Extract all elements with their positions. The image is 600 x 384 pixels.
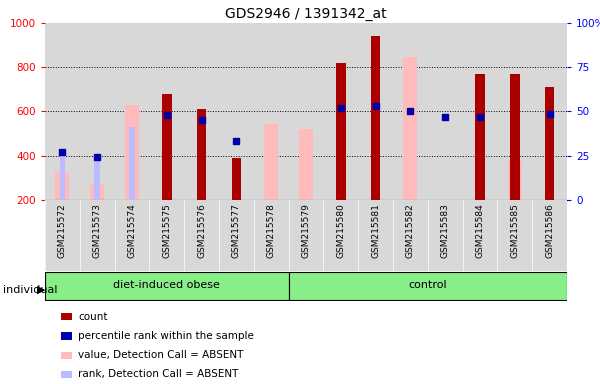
Bar	[497, 200, 532, 271]
Bar	[289, 272, 567, 300]
Bar	[428, 23, 463, 200]
Bar	[61, 351, 72, 359]
Text: GSM215576: GSM215576	[197, 203, 206, 258]
Text: percentile rank within the sample: percentile rank within the sample	[78, 331, 254, 341]
Bar	[336, 63, 346, 200]
Bar	[254, 200, 289, 271]
Title: GDS2946 / 1391342_at: GDS2946 / 1391342_at	[225, 7, 387, 21]
Bar	[55, 172, 70, 200]
Text: GSM215586: GSM215586	[545, 203, 554, 258]
Bar	[545, 87, 554, 200]
Text: GSM215574: GSM215574	[128, 203, 137, 258]
Bar	[323, 23, 358, 200]
Bar	[358, 23, 393, 200]
Bar	[115, 23, 149, 200]
Bar	[184, 23, 219, 200]
Bar	[393, 23, 428, 200]
Bar	[497, 23, 532, 200]
Text: ▶: ▶	[37, 285, 45, 295]
Bar	[45, 23, 80, 200]
Bar	[299, 129, 313, 200]
Bar	[149, 200, 184, 271]
Bar	[59, 152, 65, 200]
Bar	[125, 105, 139, 200]
Bar	[508, 161, 522, 200]
Text: individual: individual	[3, 285, 58, 295]
Text: GSM215575: GSM215575	[162, 203, 172, 258]
Bar	[61, 313, 72, 321]
Bar	[403, 57, 418, 200]
Bar	[219, 200, 254, 271]
Bar	[80, 200, 115, 271]
Text: GSM215580: GSM215580	[336, 203, 346, 258]
Bar	[61, 332, 72, 340]
Bar	[428, 200, 463, 271]
Bar	[184, 200, 219, 271]
Text: GSM215582: GSM215582	[406, 203, 415, 258]
Bar	[45, 272, 289, 300]
Text: rank, Detection Call = ABSENT: rank, Detection Call = ABSENT	[78, 369, 238, 379]
Bar	[264, 124, 278, 200]
Bar	[393, 200, 428, 271]
Bar	[90, 184, 104, 200]
Text: GSM215573: GSM215573	[92, 203, 101, 258]
Bar	[289, 200, 323, 271]
Text: GSM215577: GSM215577	[232, 203, 241, 258]
Text: count: count	[78, 312, 107, 322]
Bar	[94, 157, 100, 200]
Bar	[532, 200, 567, 271]
Bar	[463, 23, 497, 200]
Text: diet-induced obese: diet-induced obese	[113, 280, 220, 290]
Bar	[219, 23, 254, 200]
Bar	[254, 23, 289, 200]
Bar	[232, 158, 241, 200]
Bar	[80, 23, 115, 200]
Bar	[61, 371, 72, 378]
Text: GSM215578: GSM215578	[266, 203, 276, 258]
Text: GSM215579: GSM215579	[301, 203, 311, 258]
Text: control: control	[409, 280, 447, 290]
Bar	[463, 200, 497, 271]
Text: GSM215583: GSM215583	[440, 203, 450, 258]
Bar	[129, 127, 135, 200]
Text: GSM215572: GSM215572	[58, 203, 67, 258]
Bar	[197, 109, 206, 200]
Text: GSM215581: GSM215581	[371, 203, 380, 258]
Bar	[510, 74, 520, 200]
Text: value, Detection Call = ABSENT: value, Detection Call = ABSENT	[78, 350, 244, 360]
Bar	[512, 148, 518, 200]
Text: GSM215584: GSM215584	[475, 203, 485, 258]
Bar	[115, 200, 149, 271]
Bar	[532, 23, 567, 200]
Bar	[45, 200, 80, 271]
Bar	[149, 23, 184, 200]
Bar	[475, 74, 485, 200]
Bar	[162, 94, 172, 200]
Bar	[358, 200, 393, 271]
Bar	[323, 200, 358, 271]
Bar	[289, 23, 323, 200]
Text: GSM215585: GSM215585	[510, 203, 519, 258]
Bar	[371, 36, 380, 200]
